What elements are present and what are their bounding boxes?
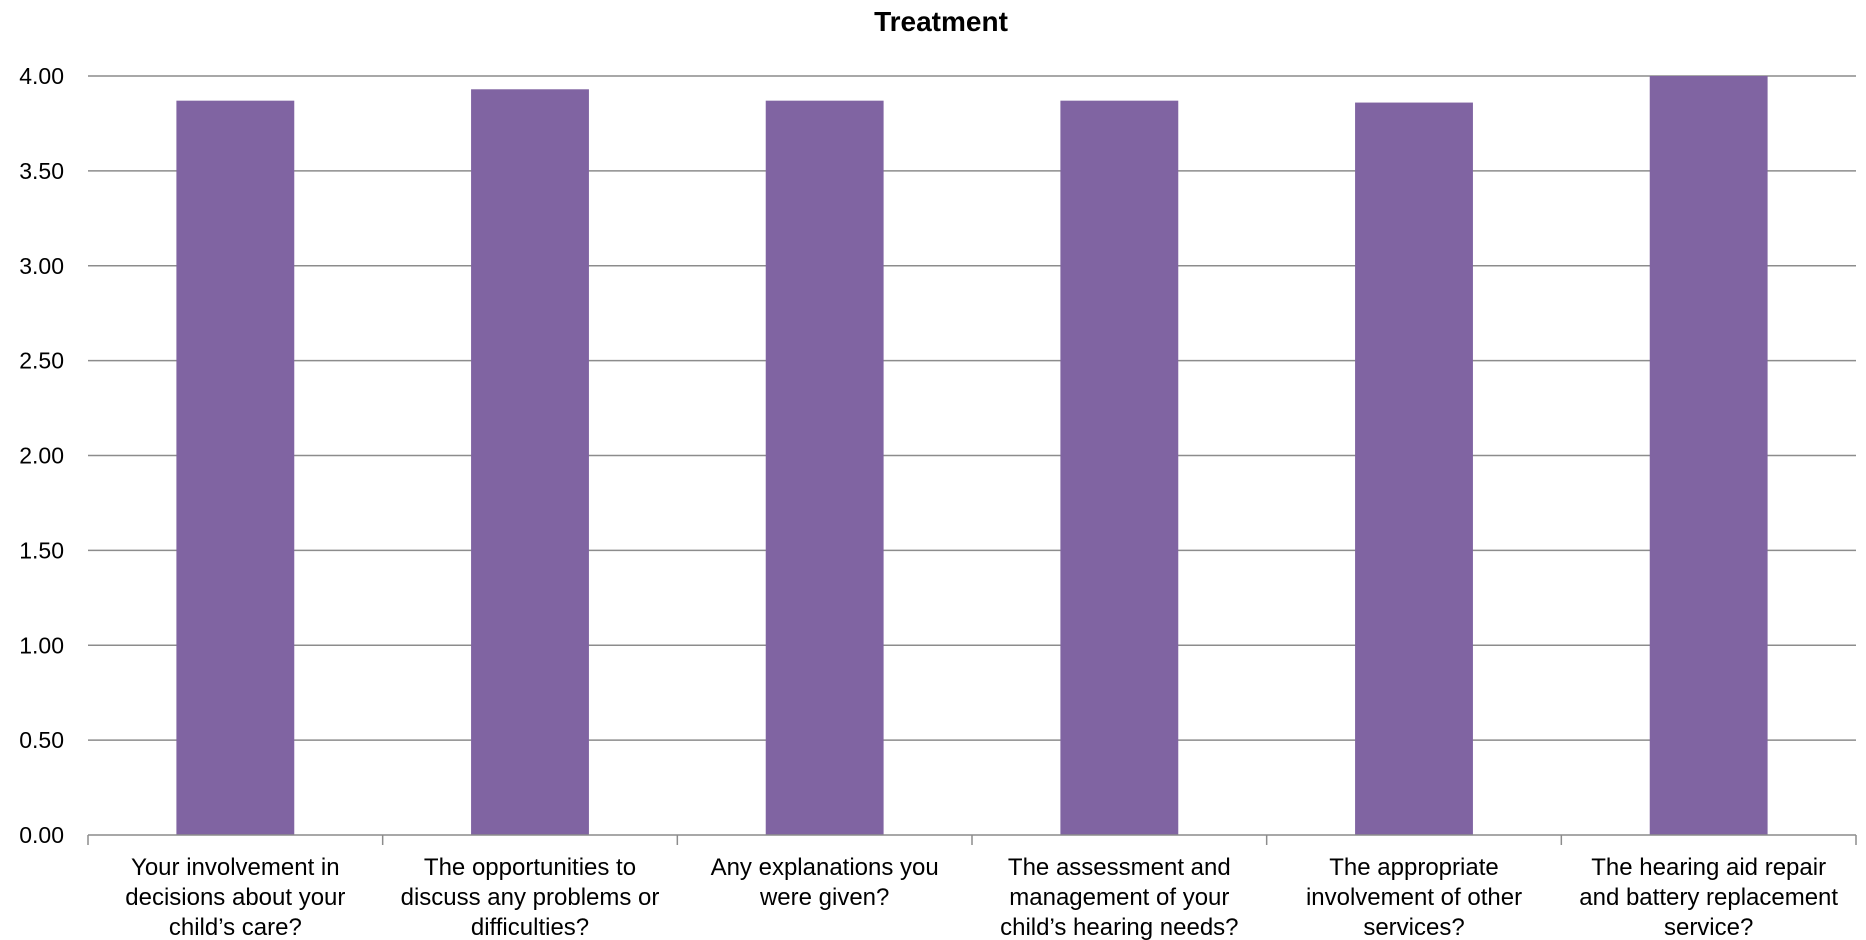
x-tick-label: The assessment and management of your chil… [1000,854,1238,940]
bar [471,89,589,836]
axes [87,834,1857,845]
y-tick-label: 1.50 [19,537,64,563]
x-tick-label-line: discuss any problems or [401,884,660,911]
y-tick-label: 0.00 [19,822,64,848]
x-tick-label-line: The assessment and [1008,854,1231,881]
x-tick-label: The opportunities to discuss any problems… [401,854,660,940]
gridlines [88,75,1856,741]
x-tick-label: The appropriate involvement of other servi… [1306,854,1522,940]
x-tick-label-line: The hearing aid repair [1591,854,1826,881]
x-tick-label-line: child’s hearing needs? [1000,914,1238,940]
bar [1355,102,1473,835]
x-tick-label-line: Your involvement in [131,854,340,881]
y-tick-label: 3.00 [19,253,64,279]
y-tick-label: 3.50 [19,158,64,184]
bar [1649,76,1768,835]
x-tick-label-line: Any explanations you [711,854,939,881]
x-tick-label-line: were given? [759,884,889,911]
x-tick-label-line: management of your [1009,884,1229,911]
x-tick-label: Your involvement in decisions about your c… [125,854,345,940]
x-tick-label-line: services? [1363,914,1464,940]
x-tick-label-line: difficulties? [471,914,589,940]
bar [1060,100,1179,836]
bar [765,100,884,836]
bar [176,100,295,836]
y-tick-label: 0.50 [19,727,64,753]
y-tick-label: 2.00 [19,443,64,469]
x-axis-ticks: Your involvement in decisions about your c… [125,854,1838,940]
x-tick-label-line: The opportunities to [424,854,636,881]
x-tick-label-line: involvement of other [1306,884,1522,911]
y-tick-label: 1.00 [19,632,64,658]
y-tick-label: 2.50 [19,348,64,374]
x-tick-label-line: child’s care? [169,914,302,940]
y-axis-ticks: 0.00 0.50 1.00 1.50 2.00 2.50 3.00 3.50 4.00 [19,63,64,848]
x-tick-label-line: and battery replacement [1579,884,1838,911]
y-tick-label: 4.00 [19,63,64,89]
chart-title: Treatment [874,6,1008,37]
bars [176,76,1768,836]
x-tick-label: Any explanations you were given? [711,854,939,911]
x-tick-label: The hearing aid repair and battery replac… [1579,854,1838,940]
x-tick-label-line: The appropriate [1329,854,1498,881]
x-tick-label-line: decisions about your [125,884,345,911]
x-tick-label-line: service? [1664,914,1753,940]
